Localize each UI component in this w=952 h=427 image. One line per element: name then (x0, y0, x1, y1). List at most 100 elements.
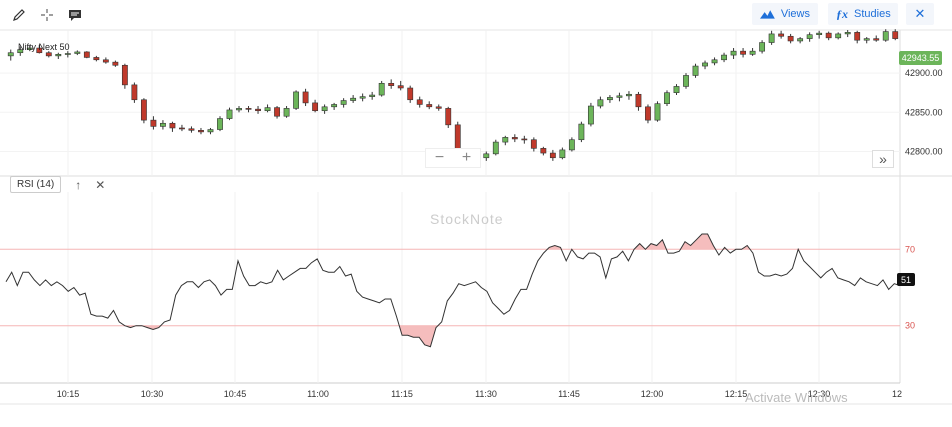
candle-body (255, 108, 261, 112)
price-tick-label: 42850.00 (905, 107, 943, 117)
candle-body (568, 139, 575, 151)
candle (587, 102, 594, 127)
candle-body (169, 122, 176, 129)
candle-body (778, 33, 785, 37)
studies-button[interactable]: ƒx Studies (828, 3, 898, 25)
candle (559, 147, 566, 160)
candle (293, 90, 299, 110)
candle-body (559, 149, 566, 159)
watermark: StockNote (430, 211, 504, 227)
candle-body (578, 123, 585, 141)
candle-body (7, 52, 14, 57)
candle (863, 37, 870, 44)
candle (759, 40, 766, 54)
candle-body (93, 57, 100, 61)
arrow-up-icon[interactable]: ↑ (75, 177, 82, 192)
close-icon[interactable]: ✕ (906, 3, 934, 25)
oversold-area (399, 325, 438, 347)
candle-body (844, 32, 851, 35)
candle (312, 99, 319, 113)
candle-body (664, 92, 670, 104)
candle-body (511, 137, 518, 140)
crosshair-icon[interactable] (38, 4, 56, 26)
candle-body (616, 95, 623, 98)
candle (521, 135, 528, 144)
comment-icon[interactable] (66, 4, 84, 26)
candle (7, 49, 14, 61)
candle (806, 32, 813, 42)
candle (331, 102, 338, 110)
candle-body (549, 152, 556, 159)
candle (179, 124, 185, 132)
candle-body (217, 118, 223, 130)
rsi-line (5, 233, 901, 348)
candle (540, 146, 547, 156)
candle-body (806, 34, 813, 39)
candle (407, 85, 414, 103)
candle-body (730, 50, 737, 56)
candle-body (274, 107, 280, 117)
candle-body (825, 32, 832, 39)
candle (597, 96, 604, 109)
candle (549, 149, 556, 161)
candle (112, 60, 119, 67)
candle-body (835, 33, 842, 39)
candle (131, 82, 138, 103)
candle-body (863, 38, 870, 41)
pencil-icon[interactable] (10, 4, 28, 26)
candle-body (312, 102, 319, 112)
candle-body (540, 148, 547, 154)
candle (749, 48, 756, 56)
candle-body (416, 99, 423, 105)
axes: 10:15 10:30 10:45 11:00 11:15 11:30 11:45 12:00… (57, 68, 943, 399)
x-tick-label: 12:00 (641, 389, 664, 399)
candle (816, 30, 823, 39)
candle-body (378, 82, 385, 96)
price-tick-label: 42800.00 (905, 146, 943, 156)
candle (578, 121, 585, 143)
zoom-in-button[interactable]: + (461, 149, 472, 166)
candle-body (64, 53, 71, 55)
candle-body (721, 54, 727, 61)
candle-body (236, 108, 242, 111)
candle-body (302, 91, 309, 104)
candle-body (521, 138, 528, 141)
candle-body (407, 87, 414, 101)
views-button[interactable]: Views (752, 3, 818, 25)
candle (607, 95, 613, 103)
rsi-header: RSI (14) ↑ ✕ (10, 176, 105, 193)
candle (207, 127, 214, 135)
candle-body (74, 51, 81, 54)
candle (255, 106, 261, 114)
candle (369, 91, 376, 100)
overbought-area (680, 234, 716, 250)
remove-study-icon[interactable]: ✕ (95, 177, 106, 192)
candle-body (873, 38, 880, 41)
candle-body (426, 104, 433, 108)
x-tick-label: 10:30 (141, 389, 164, 399)
x-tick-label: 11:15 (391, 389, 413, 399)
activate-windows-text: Activate Windows (745, 390, 848, 405)
candle (721, 52, 727, 63)
expand-button[interactable]: » (872, 150, 894, 168)
rsi-study-label[interactable]: RSI (14) (10, 176, 62, 193)
candle-body (55, 53, 62, 57)
candle (426, 101, 433, 110)
candle (616, 92, 623, 102)
rsi-tick-label: 70 (905, 244, 915, 254)
candle (492, 139, 499, 156)
price-chart-title: Nifty Next 50 (18, 42, 70, 52)
candle (502, 135, 509, 146)
zoom-out-button[interactable]: − (434, 149, 445, 166)
candle (217, 116, 223, 132)
candle (102, 57, 109, 64)
candle-body (635, 93, 642, 108)
candle-body (207, 129, 214, 133)
candle-body (160, 122, 166, 127)
candle (664, 90, 670, 107)
candle-body (711, 59, 718, 64)
candle (198, 127, 204, 135)
candle-body (768, 33, 775, 43)
candle-body (245, 108, 252, 110)
